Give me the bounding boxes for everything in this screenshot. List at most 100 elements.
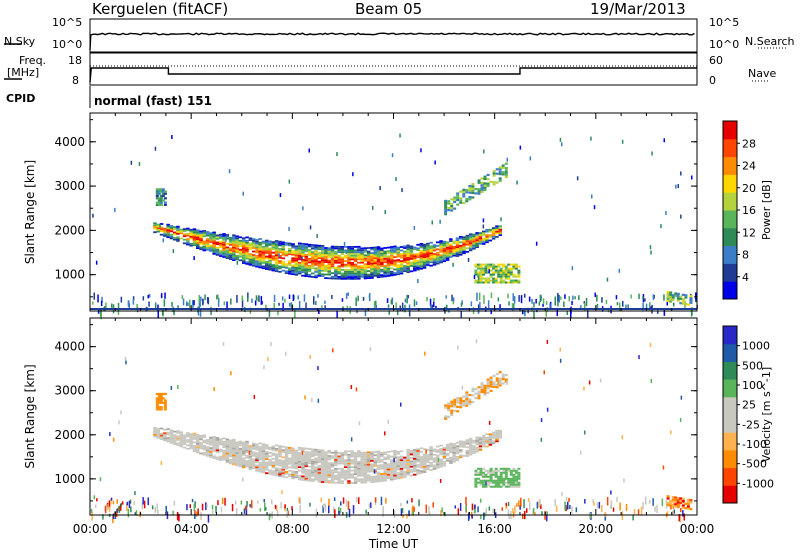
echo-cell	[499, 263, 503, 266]
echo-cell	[383, 476, 387, 478]
echo-cell	[504, 269, 508, 272]
echo-cell	[297, 469, 302, 472]
echo-cell	[309, 502, 311, 507]
echo-cell	[406, 265, 410, 268]
echo-cell	[425, 449, 427, 454]
echo-cell	[454, 505, 456, 509]
echo-cell	[343, 466, 348, 468]
echo-cell	[456, 410, 460, 413]
echo-cell	[261, 466, 266, 468]
echo-cell	[413, 266, 417, 268]
echo-cell	[177, 305, 179, 311]
echo-cell	[459, 442, 463, 444]
echo-cell	[157, 190, 161, 193]
echo-cell	[370, 271, 374, 274]
echo-cell	[386, 264, 391, 267]
echo-cell	[347, 256, 351, 259]
echo-cell	[271, 470, 276, 472]
echo-cell	[499, 273, 503, 276]
echo-cell	[334, 467, 338, 470]
echo-cell	[507, 263, 511, 266]
echo-cell	[480, 515, 482, 520]
echo-cell	[337, 270, 341, 273]
echo-cell	[258, 461, 262, 464]
echo-cell	[509, 469, 513, 472]
echo-cell	[212, 443, 216, 445]
echo-cell	[459, 250, 463, 252]
echo-cell	[182, 434, 187, 437]
echo-cell	[343, 254, 348, 257]
echo-cell	[334, 251, 338, 253]
echo-cell	[340, 261, 345, 264]
echo-cell	[459, 248, 463, 251]
echo-cell	[222, 234, 226, 237]
echo-cell	[689, 507, 693, 511]
echo-cell	[255, 452, 259, 455]
echo-cell	[514, 477, 518, 480]
echo-cell	[486, 382, 490, 386]
echo-cell	[242, 462, 246, 465]
echo-cell	[366, 467, 371, 470]
echo-cell	[192, 240, 197, 243]
echo-cell	[540, 418, 543, 423]
echo-cell	[141, 502, 144, 510]
echo-cell	[406, 248, 410, 250]
echo-cell	[390, 262, 394, 264]
echo-cell	[436, 463, 440, 466]
echo-cell	[317, 465, 322, 467]
echo-cell	[494, 271, 498, 274]
echo-cell	[309, 354, 311, 359]
echo-cell	[393, 478, 397, 480]
echo-cell	[426, 466, 430, 469]
echo-cell	[370, 246, 374, 249]
echo-cell	[531, 298, 533, 304]
colorbar-segment	[723, 414, 737, 433]
echo-cell	[403, 472, 407, 475]
echo-cell	[465, 439, 470, 442]
echo-cell	[479, 483, 483, 486]
echo-cell	[340, 476, 345, 479]
echo-cell	[689, 301, 693, 304]
echo-cell	[436, 244, 440, 247]
echo-cell	[428, 505, 430, 514]
colorbar-tick-label: 1000	[742, 340, 770, 353]
echo-cell	[347, 263, 351, 266]
echo-cell	[393, 265, 397, 267]
echo-cell	[324, 277, 328, 279]
echo-cell	[565, 496, 568, 501]
echo-cell	[120, 503, 122, 511]
echo-cell	[265, 246, 269, 249]
echo-cell	[484, 473, 488, 476]
echo-cell	[324, 252, 328, 255]
echo-cell	[189, 433, 193, 436]
echo-cell	[455, 255, 460, 257]
echo-cell	[396, 456, 400, 459]
echo-cell	[507, 477, 511, 480]
echo-cell	[350, 251, 354, 254]
echo-cell	[559, 137, 562, 142]
y-tick-label: 4000	[54, 135, 85, 149]
echo-cell	[419, 250, 424, 252]
echo-cell	[486, 385, 490, 388]
echo-cell	[222, 236, 226, 239]
echo-cell	[483, 386, 487, 390]
echo-cell	[222, 442, 226, 445]
echo-cell	[432, 466, 437, 468]
echo-cell	[498, 436, 502, 439]
echo-cell	[317, 269, 322, 272]
echo-cell	[580, 305, 582, 309]
echo-cell	[370, 479, 374, 482]
echo-cell	[334, 464, 338, 466]
echo-cell	[679, 514, 681, 523]
echo-cell	[311, 474, 315, 477]
echo-cell	[444, 213, 448, 216]
echo-cell	[585, 297, 588, 307]
echo-cell	[482, 271, 485, 274]
echo-cell	[307, 455, 312, 457]
echo-cell	[516, 503, 518, 507]
echo-cell	[363, 272, 368, 274]
echo-cell	[507, 273, 511, 276]
echo-cell	[455, 242, 460, 245]
echo-cell	[317, 264, 322, 267]
echo-cell	[386, 454, 391, 457]
